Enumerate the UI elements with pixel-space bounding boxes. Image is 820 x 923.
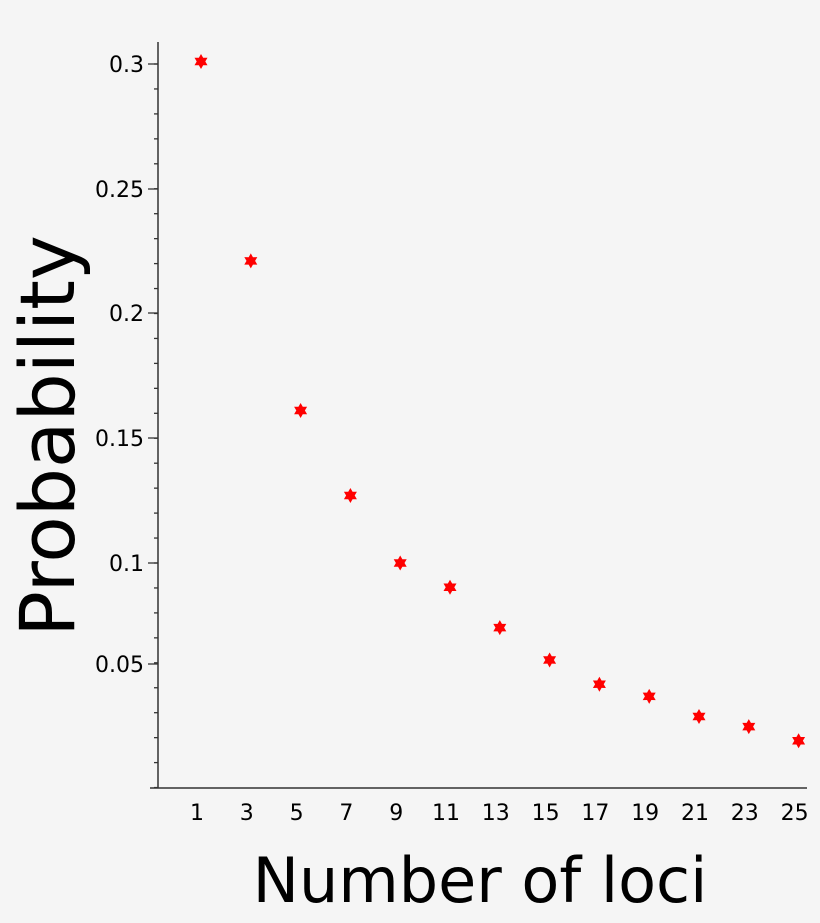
data-point-star — [692, 709, 706, 725]
x-tick-label: 5 — [290, 801, 304, 826]
data-point-star — [244, 253, 258, 269]
x-tick-label: 7 — [339, 801, 353, 826]
x-tick-label: 21 — [681, 801, 709, 826]
data-point-star — [792, 733, 806, 749]
data-point-star — [393, 555, 407, 571]
y-tick-label: 0.1 — [109, 552, 144, 577]
data-point-star — [194, 54, 208, 69]
y-tick-label: 0.25 — [95, 178, 144, 203]
y-tick-label: 0.3 — [109, 53, 144, 78]
y-tick-label: 0.05 — [95, 653, 144, 678]
x-tick-label: 13 — [482, 801, 510, 826]
y-axis-title: Probability — [3, 235, 92, 637]
x-tick-label: 17 — [581, 801, 609, 826]
x-tick-label: 15 — [532, 801, 560, 826]
y-ticks: 0.3 0.25 0.2 0.15 0.1 0.05 — [95, 53, 158, 789]
data-point-star — [443, 579, 457, 595]
x-axis-title: Number of loci — [253, 844, 708, 917]
data-point-star — [343, 488, 357, 503]
y-tick-label: 0.2 — [109, 302, 144, 327]
x-ticks: 1 3 5 7 9 11 13 15 17 19 21 23 25 — [190, 801, 809, 826]
x-tick-label: 23 — [731, 801, 759, 826]
data-point-star — [592, 676, 606, 692]
data-point-star — [543, 652, 557, 668]
data-point-star — [493, 620, 507, 636]
x-tick-label: 25 — [781, 801, 809, 826]
data-point-star — [642, 688, 656, 704]
x-tick-label: 3 — [240, 801, 254, 826]
x-tick-label: 9 — [389, 801, 403, 826]
x-tick-label: 1 — [190, 801, 204, 826]
x-tick-label: 11 — [432, 801, 460, 826]
y-tick-label: 0.15 — [95, 427, 144, 452]
x-tick-label: 19 — [631, 801, 659, 826]
data-points — [194, 54, 806, 749]
data-point-star — [294, 403, 308, 418]
data-point-star — [742, 719, 756, 735]
